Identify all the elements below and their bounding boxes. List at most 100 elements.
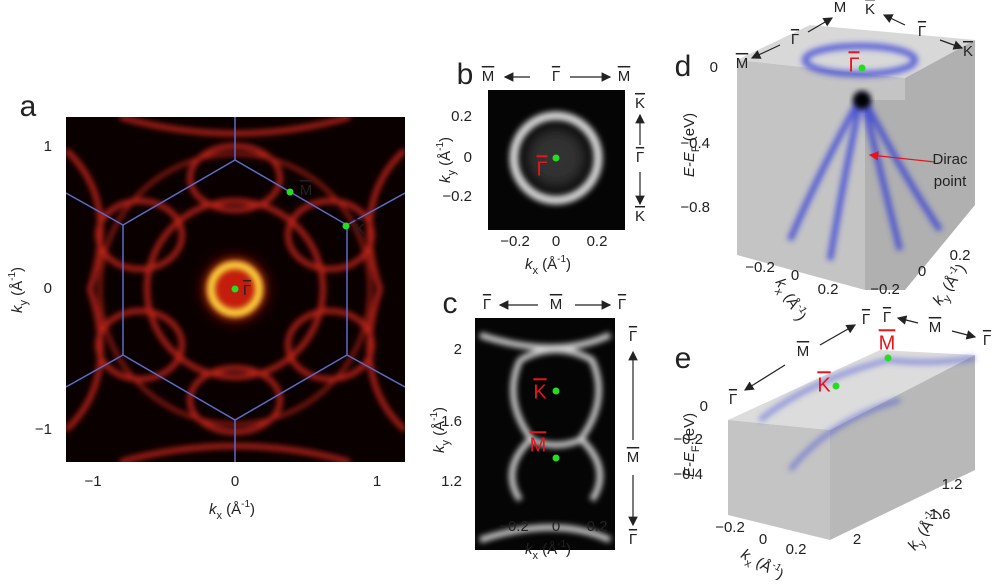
x-axis-label: kx (Å-1) [768, 275, 811, 326]
x-axis-label: kx (Å-1) [525, 539, 571, 562]
x-axis-label-part: ) [250, 501, 255, 518]
x-tick-label: −0.2 [499, 518, 529, 535]
x-axis-label-part: x [532, 265, 538, 277]
x-axis-label: kx (Å-1) [525, 254, 571, 277]
z-axis-label-part: E-E [681, 151, 698, 177]
x-axis-label-part: -1 [557, 539, 566, 550]
y-tick-label: 2 [853, 531, 861, 548]
direction-label: K [963, 43, 973, 60]
y-axis-label: ky (Å-1) [7, 267, 30, 313]
arrows [498, 14, 977, 527]
x-axis-label-part: x [216, 510, 222, 522]
z-tick-label: −0.8 [680, 199, 710, 216]
x-axis-label-part: k [525, 541, 534, 558]
y-tick-label: 1.6 [441, 413, 462, 430]
z-axis-label-part: F [690, 445, 702, 452]
z-axis-label-part: (eV) [681, 113, 698, 146]
direction-label: Γ [918, 23, 926, 40]
y-axis-label-part: k [431, 444, 448, 453]
direction-label: M [736, 55, 749, 72]
y-axis-label-part: y [941, 293, 954, 305]
z-tick-label: −0.4 [673, 466, 703, 483]
direction-label: M [929, 319, 942, 336]
x-axis-label-part: (Å [538, 541, 557, 558]
point-label: M [530, 434, 547, 456]
x-axis-label-part: ) [566, 256, 571, 273]
x-tick-label: 0 [552, 518, 560, 535]
z-axis-label-part: (eV) [681, 413, 698, 446]
x-tick-label: 0 [552, 233, 560, 250]
z-axis-label-part: F [690, 145, 702, 152]
z-axis-label: E-EF (eV) [681, 113, 702, 177]
y-axis-label-part: (Å [9, 281, 26, 300]
direction-label: Γ [636, 149, 644, 166]
direction-label: K [865, 1, 875, 18]
x-axis-label-part: (Å [749, 552, 774, 576]
x-tick-label: 0.2 [786, 541, 807, 558]
point-label: Γ [536, 158, 547, 180]
x-axis-label-part: k [525, 256, 534, 273]
x-axis-label-part: x [743, 557, 754, 570]
y-axis-label: ky (Å-1) [928, 260, 973, 311]
z-tick-label: −0.4 [680, 135, 710, 152]
y-tick-label: 0.2 [950, 247, 971, 264]
x-tick-label: −0.2 [715, 519, 745, 536]
direction-label: Γ [552, 68, 560, 85]
direction-label: Γ [983, 332, 991, 349]
x-axis-label-part: (Å [538, 256, 557, 273]
point-label: M [300, 182, 313, 199]
x-tick-label: 1 [373, 473, 381, 490]
y-axis-label-part: ) [437, 137, 454, 142]
y-axis-label-part: -1 [7, 272, 18, 281]
direction-label: M [627, 449, 640, 466]
k-points [231, 64, 892, 462]
point-label: K [533, 381, 547, 403]
panel-label: a [20, 90, 37, 123]
x-tick-label: 0.2 [818, 281, 839, 298]
y-tick-label: 0.2 [451, 108, 472, 125]
direction-label: M [797, 343, 810, 360]
fermi-map-c [475, 318, 615, 550]
direction-label: Γ [629, 531, 637, 548]
x-axis-label: kx (Å-1) [736, 544, 787, 580]
direction-label: Γ [883, 309, 891, 326]
point-label: Γ [243, 282, 251, 299]
y-axis-label-part: y [440, 440, 452, 446]
x-tick-label: 0 [759, 531, 767, 548]
direction-label: M [482, 68, 495, 85]
x-tick-label: −1 [84, 473, 101, 490]
y-axis-label-part: (Å [431, 421, 448, 440]
x-axis-label-part: x [532, 550, 538, 562]
y-tick-label: 2 [454, 341, 462, 358]
direction-label: Γ [791, 31, 799, 48]
direction-label: K [635, 95, 645, 112]
y-tick-label: 1.2 [942, 476, 963, 493]
x-axis-label-part: ) [566, 541, 571, 558]
direction-label: Γ [483, 296, 491, 313]
z-tick-label: 0 [710, 59, 718, 76]
x-tick-label: 0.2 [587, 233, 608, 250]
annotation: point [934, 173, 967, 190]
panel-label: d [675, 50, 692, 83]
x-axis-label-part: -1 [241, 499, 250, 510]
point-label: K [355, 221, 365, 238]
x-axis-label: kx (Å-1) [209, 499, 255, 522]
y-axis-label-part: -1 [435, 142, 446, 151]
panel-label: b [457, 58, 474, 91]
y-axis-label-part: k [437, 174, 454, 183]
y-tick-label: −0.2 [442, 188, 472, 205]
band-cube-e [728, 350, 976, 540]
y-axis-label: ky (Å-1) [435, 137, 458, 183]
point-label: M [879, 332, 896, 354]
panel-label: e [675, 342, 692, 375]
direction-label: K [635, 208, 645, 225]
y-axis-label-part: y [916, 538, 929, 550]
y-axis-label-part: y [446, 170, 458, 176]
x-axis-label-part: (Å [222, 501, 241, 518]
annotation: Dirac [932, 151, 968, 168]
z-axis-label: E-EF (eV) [681, 413, 702, 477]
direction-label: Γ [629, 328, 637, 345]
y-axis-label-part: (Å [937, 272, 962, 297]
z-tick-label: 0 [700, 398, 708, 415]
